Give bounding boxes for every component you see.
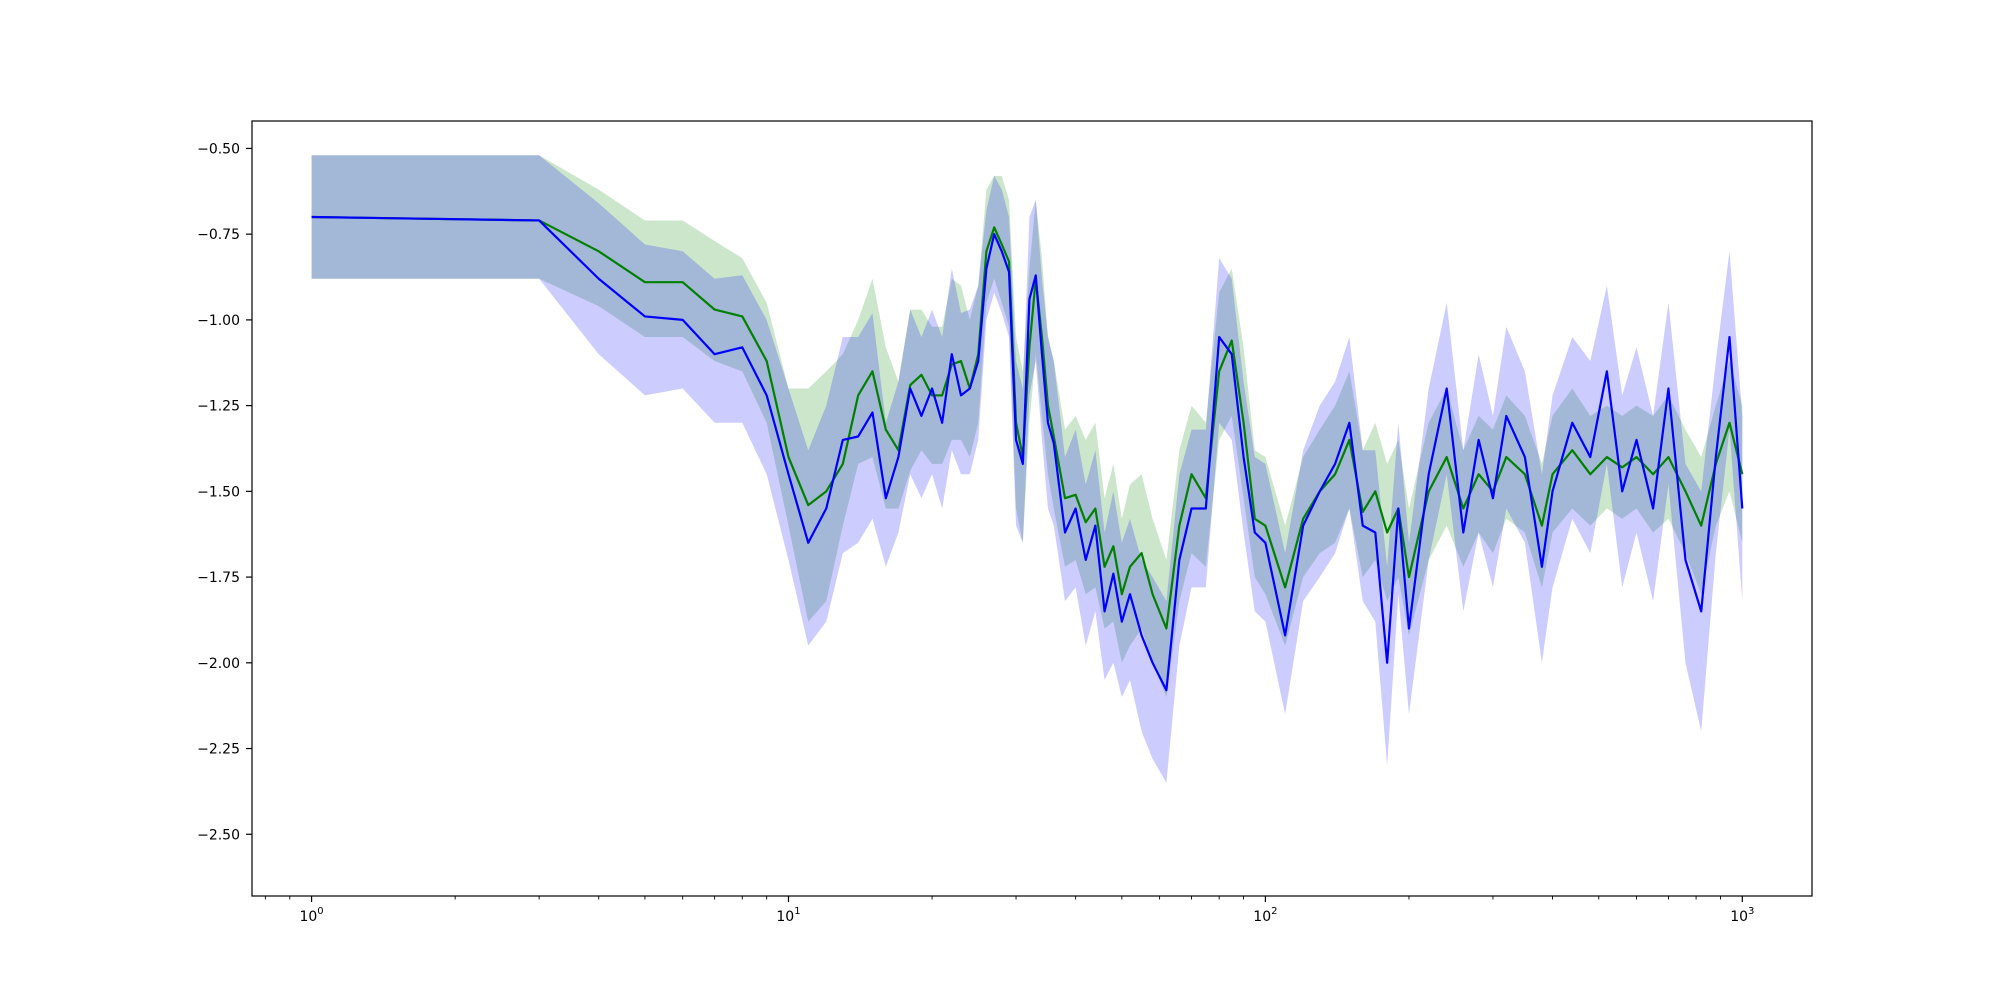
y-tick-label: −0.50 xyxy=(197,141,240,157)
y-tick-label: −1.00 xyxy=(197,313,240,329)
y-axis: −0.50 −0.75 −1.00 −1.25 −1.50 −1.75 −2.00 −2.25… xyxy=(197,141,252,843)
x-tick-label: 103 xyxy=(1730,906,1754,925)
y-tick-label: −1.50 xyxy=(197,484,240,500)
x-tick-label: 101 xyxy=(776,906,800,925)
y-tick-label: −0.75 xyxy=(197,227,240,243)
x-tick-label: 100 xyxy=(299,906,323,925)
y-tick-label: −2.25 xyxy=(197,742,240,758)
series-1-line xyxy=(311,215,1744,692)
series-lines xyxy=(311,215,1744,692)
y-tick-label: −1.25 xyxy=(197,399,240,415)
y-tick-label: −1.75 xyxy=(197,570,240,586)
series-0-line xyxy=(311,215,1744,630)
plot-area-frame xyxy=(251,120,1813,897)
series-0-band xyxy=(311,155,1743,698)
y-tick-label: −2.50 xyxy=(197,827,240,843)
y-tick-label: −2.00 xyxy=(197,656,240,672)
x-tick-label: 102 xyxy=(1253,906,1277,925)
x-axis: 100 101 102 103 xyxy=(264,896,1754,925)
